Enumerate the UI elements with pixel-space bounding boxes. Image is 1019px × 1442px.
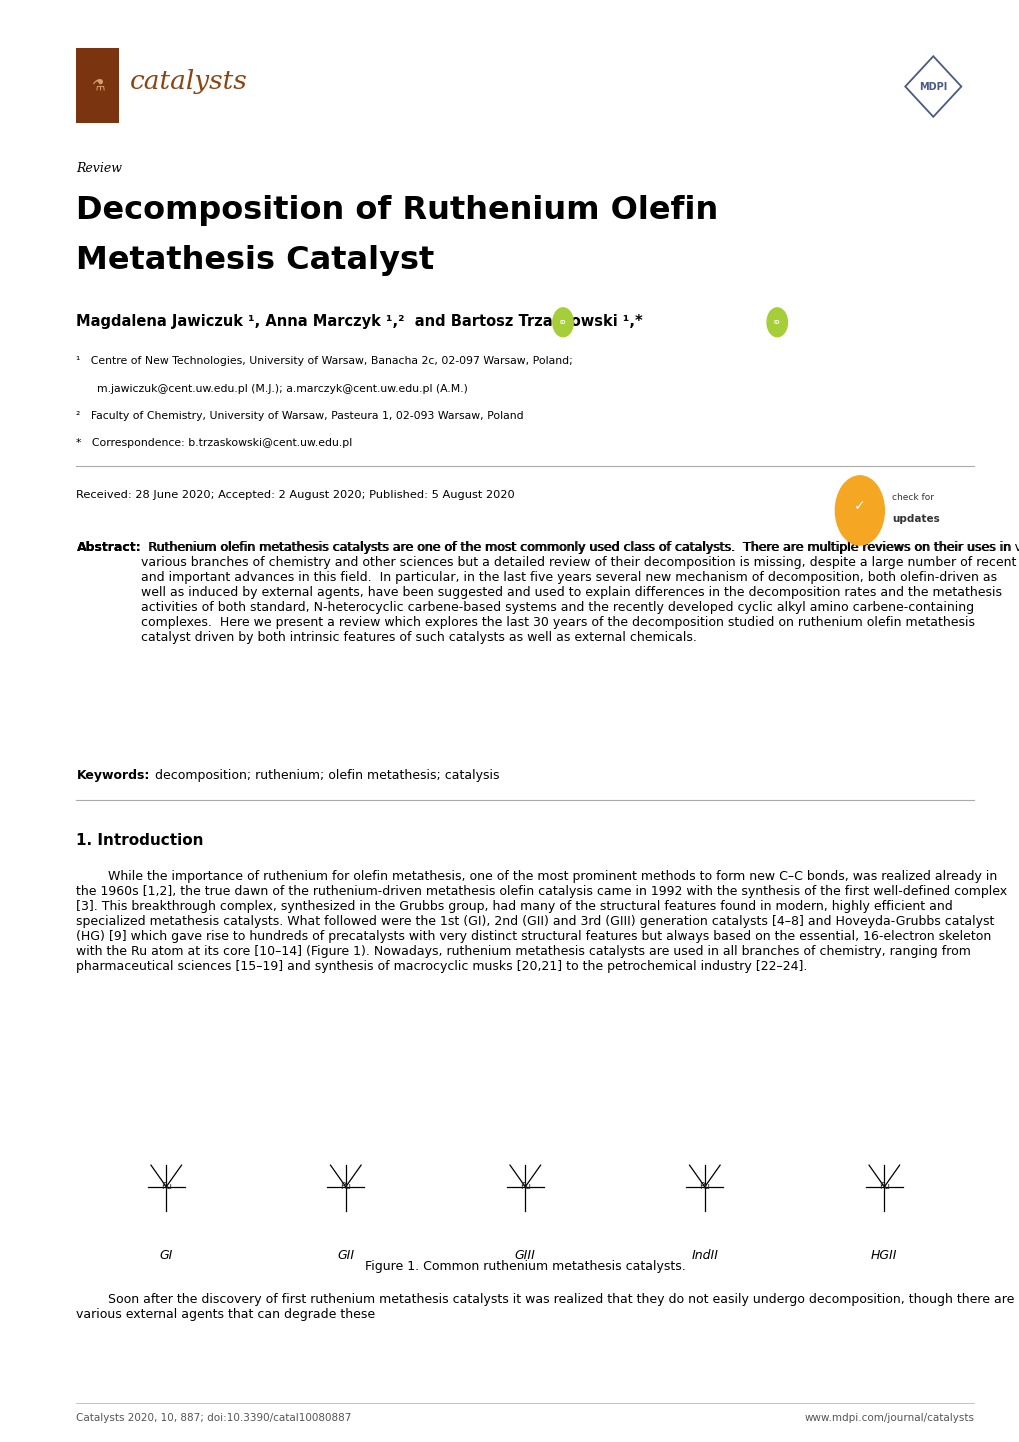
Text: www.mdpi.com/journal/catalysts: www.mdpi.com/journal/catalysts — [803, 1413, 973, 1423]
Text: iD: iD — [773, 320, 780, 324]
Text: 1. Introduction: 1. Introduction — [76, 833, 204, 848]
Text: Ru: Ru — [520, 1182, 530, 1191]
Text: Catalysts 2020, 10, 887; doi:10.3390/catal10080887: Catalysts 2020, 10, 887; doi:10.3390/cat… — [76, 1413, 352, 1423]
Text: m.jawiczuk@cent.uw.edu.pl (M.J.); a.marczyk@cent.uw.edu.pl (A.M.): m.jawiczuk@cent.uw.edu.pl (M.J.); a.marc… — [76, 384, 468, 394]
Text: catalysts: catalysts — [129, 69, 247, 94]
Text: GIII: GIII — [515, 1249, 535, 1262]
Text: Ruthenium olefin metathesis catalysts are one of the most commonly used class of: Ruthenium olefin metathesis catalysts ar… — [141, 541, 1015, 643]
Text: Soon after the discovery of first ruthenium metathesis catalysts it was realized: Soon after the discovery of first ruthen… — [76, 1293, 1014, 1321]
Text: decomposition; ruthenium; olefin metathesis; catalysis: decomposition; ruthenium; olefin metathe… — [151, 769, 499, 782]
Text: ⚗: ⚗ — [91, 78, 105, 92]
Text: Ru: Ru — [699, 1182, 709, 1191]
Text: Ru: Ru — [878, 1182, 889, 1191]
Text: Metathesis Catalyst: Metathesis Catalyst — [76, 245, 434, 275]
Text: updates: updates — [892, 515, 940, 523]
Text: Magdalena Jawiczuk ¹, Anna Marczyk ¹,²  and Bartosz Trzaskowski ¹,*: Magdalena Jawiczuk ¹, Anna Marczyk ¹,² a… — [76, 314, 643, 329]
Text: Abstract:: Abstract: — [76, 541, 141, 554]
FancyBboxPatch shape — [76, 48, 119, 123]
Text: ²   Faculty of Chemistry, University of Warsaw, Pasteura 1, 02-093 Warsaw, Polan: ² Faculty of Chemistry, University of Wa… — [76, 411, 524, 421]
Text: ✓: ✓ — [853, 499, 865, 513]
Text: check for: check for — [892, 493, 933, 502]
Text: MDPI: MDPI — [918, 82, 947, 91]
Text: IndII: IndII — [691, 1249, 717, 1262]
Text: Decomposition of Ruthenium Olefin: Decomposition of Ruthenium Olefin — [76, 195, 718, 225]
Text: Abstract:: Abstract: — [76, 541, 141, 554]
Text: Ru: Ru — [161, 1182, 171, 1191]
Text: Ruthenium olefin metathesis catalysts are one of the most commonly used class of: Ruthenium olefin metathesis catalysts ar… — [141, 541, 1019, 554]
Text: iD: iD — [559, 320, 566, 324]
Text: While the importance of ruthenium for olefin metathesis, one of the most promine: While the importance of ruthenium for ol… — [76, 870, 1007, 972]
Text: HGII: HGII — [870, 1249, 897, 1262]
Circle shape — [766, 307, 787, 336]
Circle shape — [552, 307, 573, 336]
Text: Review: Review — [76, 162, 122, 174]
Text: *   Correspondence: b.trzaskowski@cent.uw.edu.pl: * Correspondence: b.trzaskowski@cent.uw.… — [76, 438, 353, 448]
Circle shape — [835, 476, 883, 545]
Text: ¹   Centre of New Technologies, University of Warsaw, Banacha 2c, 02-097 Warsaw,: ¹ Centre of New Technologies, University… — [76, 356, 573, 366]
Text: Received: 28 June 2020; Accepted: 2 August 2020; Published: 5 August 2020: Received: 28 June 2020; Accepted: 2 Augu… — [76, 490, 515, 500]
Text: Ru: Ru — [340, 1182, 351, 1191]
Text: Keywords:: Keywords: — [76, 769, 150, 782]
Text: GII: GII — [337, 1249, 354, 1262]
Text: GI: GI — [159, 1249, 173, 1262]
Text: Figure 1. Common ruthenium metathesis catalysts.: Figure 1. Common ruthenium metathesis ca… — [365, 1260, 685, 1273]
